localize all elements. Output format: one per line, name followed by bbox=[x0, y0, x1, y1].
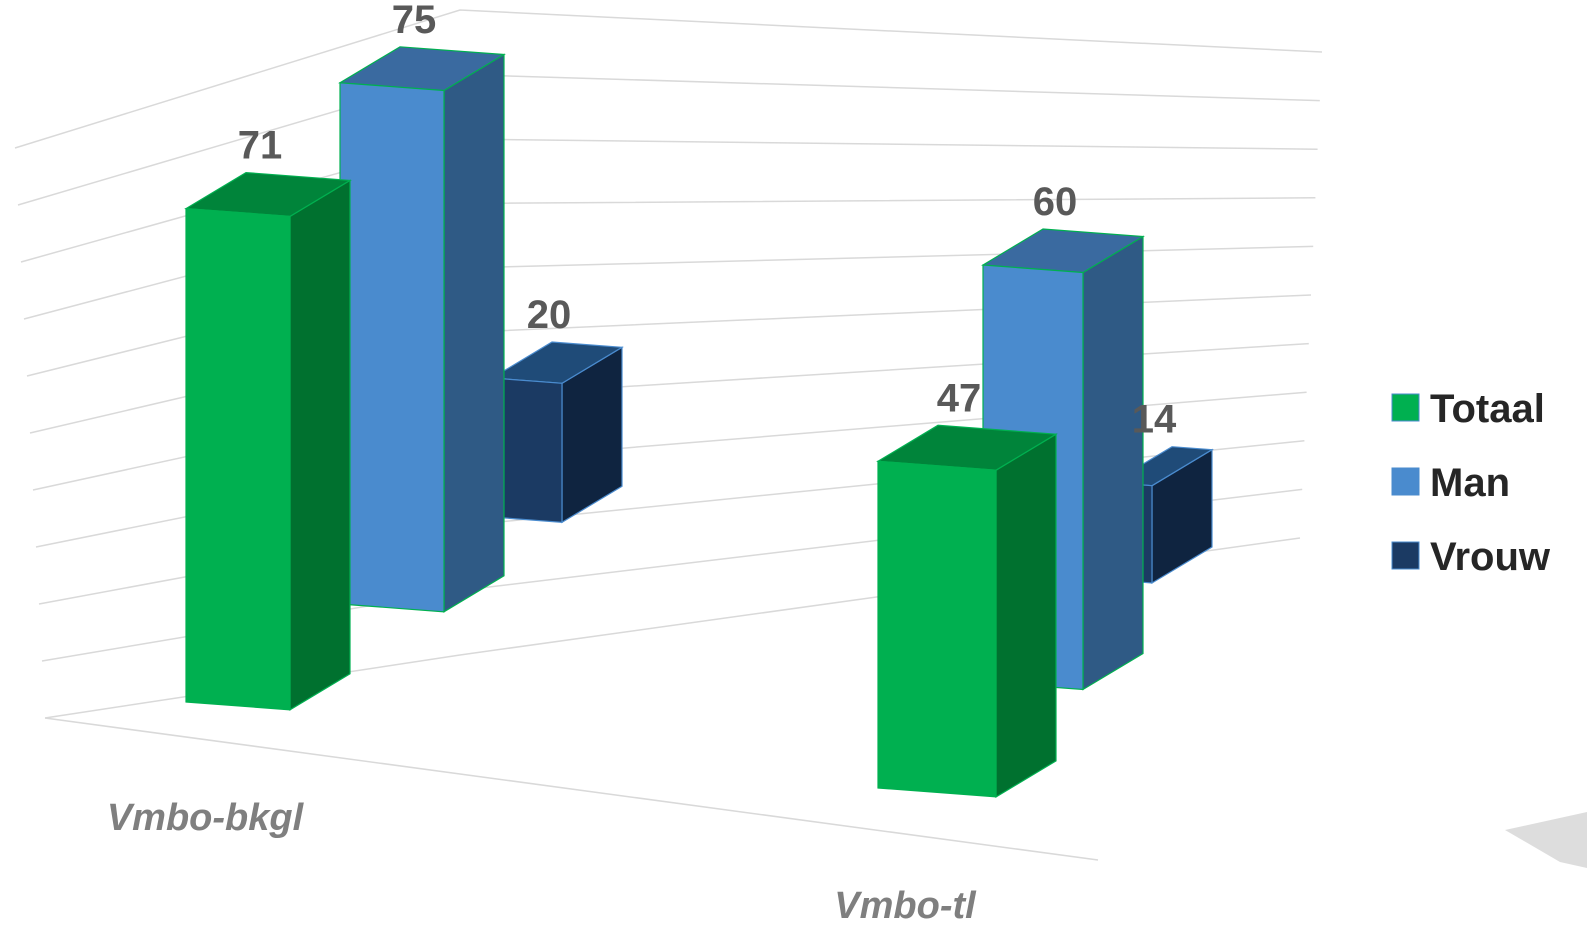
legend-swatch bbox=[1391, 467, 1420, 496]
bar-totaal-1 bbox=[876, 424, 1058, 798]
data-label-vrouw-1: 14 bbox=[1132, 398, 1177, 442]
floor-edge bbox=[44, 717, 1099, 861]
legend-label: Totaal bbox=[1430, 387, 1545, 431]
gridline bbox=[17, 73, 1320, 206]
legend-swatch bbox=[1391, 393, 1420, 422]
decorative-shadow bbox=[1505, 812, 1587, 868]
data-labels: 20 14 75 60 71 47 bbox=[238, 0, 1177, 442]
data-label-totaal-1: 47 bbox=[937, 376, 982, 420]
bar-side-face bbox=[1082, 235, 1144, 691]
bar-front-face bbox=[185, 207, 291, 711]
data-label-man-1: 60 bbox=[1033, 180, 1078, 224]
bar-front-face bbox=[339, 82, 445, 613]
bar-side-face bbox=[443, 53, 505, 613]
bar-front-face bbox=[877, 460, 997, 798]
legend-label: Vrouw bbox=[1430, 535, 1551, 579]
bars bbox=[184, 46, 1214, 798]
legend: Totaal Man Vrouw bbox=[1391, 387, 1551, 579]
data-label-man-0: 75 bbox=[392, 0, 437, 42]
category-label: Vmbo-bkgl bbox=[107, 797, 305, 839]
bar-totaal-0 bbox=[184, 171, 352, 711]
gridline bbox=[14, 9, 1323, 149]
legend-label: Man bbox=[1430, 461, 1510, 505]
data-label-vrouw-0: 20 bbox=[527, 293, 572, 337]
data-label-totaal-0: 71 bbox=[238, 124, 283, 168]
bar-side-face bbox=[995, 433, 1057, 798]
category-labels: Vmbo-bkgl Vmbo-tl bbox=[107, 797, 977, 927]
category-label: Vmbo-tl bbox=[834, 885, 977, 927]
legend-swatch bbox=[1391, 541, 1420, 570]
bar-side-face bbox=[289, 179, 351, 711]
bar-man-0 bbox=[338, 46, 506, 613]
bar-vrouw-0 bbox=[490, 341, 624, 524]
